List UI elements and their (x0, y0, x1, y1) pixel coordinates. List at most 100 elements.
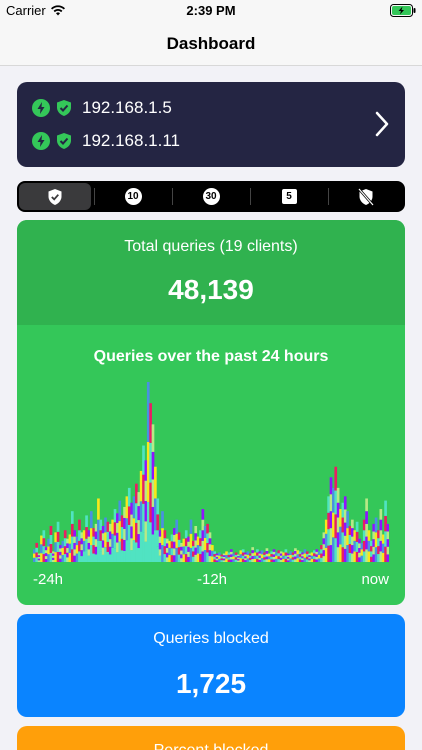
chart-bar (343, 496, 347, 562)
chart-bar-segment (40, 553, 43, 562)
page-title: Dashboard (166, 34, 256, 53)
chart-bar-segment (125, 496, 129, 519)
segment-disable-10[interactable]: 10 (95, 183, 171, 210)
chart-bar-segment (80, 556, 84, 562)
chart-bar-segment (248, 553, 252, 556)
chart-bar-segment (367, 551, 371, 562)
chart-bar-segment (251, 550, 255, 554)
chart-bar-segment (355, 551, 359, 562)
chart-bar-segment (101, 547, 105, 555)
chart-bar-segment (66, 548, 69, 553)
server-ip: 192.168.1.11 (82, 131, 180, 150)
chart-bar-segment (151, 479, 155, 507)
chart-bar-segment (232, 556, 236, 560)
segment-disable-30[interactable]: 30 (173, 183, 249, 210)
chart-bar-segment (89, 528, 93, 546)
chart-bar-segment (317, 558, 321, 562)
chart-bar-segment (70, 511, 74, 524)
segment-disable[interactable] (329, 183, 403, 210)
chart-bar-segment (118, 541, 122, 562)
chart-bar-segment (272, 549, 276, 552)
chart-bar-segment (353, 551, 357, 562)
chart-bar-segment (158, 542, 162, 550)
chart-bar-segment (123, 550, 126, 562)
chart-bar (70, 511, 74, 562)
chart-bar-segment (173, 555, 176, 562)
chart-bar-segment (130, 502, 133, 515)
chart-bar-segment (144, 501, 148, 522)
chart-bar (201, 509, 205, 562)
chart-bar (372, 523, 376, 562)
chart-bar (267, 553, 271, 562)
chart-bar-segment (73, 542, 77, 550)
shield-check-icon (57, 100, 71, 116)
chart-bar (66, 538, 69, 562)
chart-bar (130, 502, 133, 562)
chart-bar-segment (184, 538, 188, 547)
chart-bar-segment (315, 556, 319, 560)
chart-bar-segment (144, 521, 148, 542)
chart-bar-segment (298, 551, 302, 555)
chart-bar-segment (237, 556, 240, 558)
chart-bar-segment (75, 545, 79, 554)
chart-bar-segment (199, 530, 202, 539)
chart-bar-segment (173, 548, 176, 556)
chart-bar-segment (146, 502, 150, 562)
chart-bar-segment (275, 552, 278, 556)
chart-bar-segment (56, 541, 60, 552)
chart-bar-segment (139, 501, 143, 532)
chart-bar (87, 530, 91, 562)
chart-bar-segment (237, 554, 240, 557)
chart-bar-segment (351, 528, 354, 537)
chart-bar-segment (120, 527, 124, 539)
chart-bar-segment (135, 542, 138, 562)
chart-bar-segment (59, 558, 62, 562)
chart-bar-segment (165, 552, 169, 558)
chart-bar-segment (116, 552, 119, 562)
chart-bar (367, 530, 371, 562)
chart-bar-segment (294, 550, 297, 554)
chart-bar-segment (298, 559, 302, 562)
server-list-card[interactable]: 192.168.1.5 192.168.1.11 (17, 82, 405, 167)
segment-disable-5[interactable]: 5 (251, 183, 327, 210)
chart-bar (189, 519, 193, 562)
chart-bar-segment (267, 553, 271, 557)
chart-bar-segment (360, 555, 364, 562)
chart-bar (111, 519, 114, 562)
chart-bar-segment (37, 555, 41, 557)
chart-bar-segment (379, 551, 383, 562)
chart-bar-segment (175, 533, 179, 548)
chart-bar-segment (341, 547, 345, 562)
chart-bar (351, 519, 354, 562)
chart-bar-segment (289, 558, 292, 562)
chart-bar-segment (215, 553, 219, 556)
chart-bar-segment (203, 550, 207, 562)
chart-bar-segment (203, 526, 207, 538)
chart-bar (263, 552, 266, 562)
chart-bar-segment (99, 530, 103, 541)
chart-bar-segment (303, 549, 307, 554)
chart-bar-segment (343, 522, 347, 536)
chart-bar-segment (265, 553, 269, 557)
chart-bar-segment (229, 559, 233, 562)
chart-bar-segment (348, 553, 352, 562)
chart-bar-segment (78, 519, 81, 531)
chart-bar (317, 551, 321, 562)
chart-bar-segment (146, 442, 150, 502)
chart-bar-segment (206, 552, 209, 562)
chart-bar-segment (310, 552, 314, 556)
chart-bar-segment (222, 553, 226, 556)
chart-bar-segment (282, 552, 285, 556)
chart-bar (116, 513, 119, 562)
chart-bar-segment (222, 555, 226, 557)
chart-bar-segment (341, 517, 345, 533)
chart-bar (51, 551, 55, 562)
chart-bar-segment (229, 554, 233, 557)
chart-bar-segment (286, 555, 290, 557)
segment-enable[interactable] (19, 183, 91, 210)
chart-bar-segment (101, 540, 105, 548)
chart-bar-segment (120, 538, 124, 551)
chart-bar-segment (220, 558, 224, 561)
chevron-right-icon[interactable] (375, 111, 389, 137)
chart-bar-segment (125, 518, 129, 541)
